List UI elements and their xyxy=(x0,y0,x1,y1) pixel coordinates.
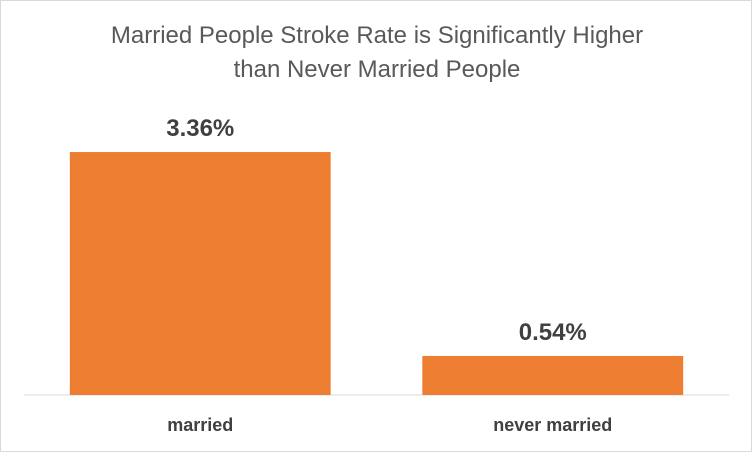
category-label-never-married: never married xyxy=(493,415,612,435)
data-label-married: 3.36% xyxy=(166,115,234,142)
bar-married xyxy=(69,152,331,395)
category-label-married: married xyxy=(167,415,233,435)
data-label-never-married: 0.54% xyxy=(519,319,587,346)
bar-never-married xyxy=(422,355,684,395)
chart-title-line-1: Married People Stroke Rate is Significan… xyxy=(110,22,644,49)
chart-title-line-2: than Never Married People xyxy=(233,56,521,83)
chart-title: Married People Stroke Rate is Significan… xyxy=(1,19,752,87)
